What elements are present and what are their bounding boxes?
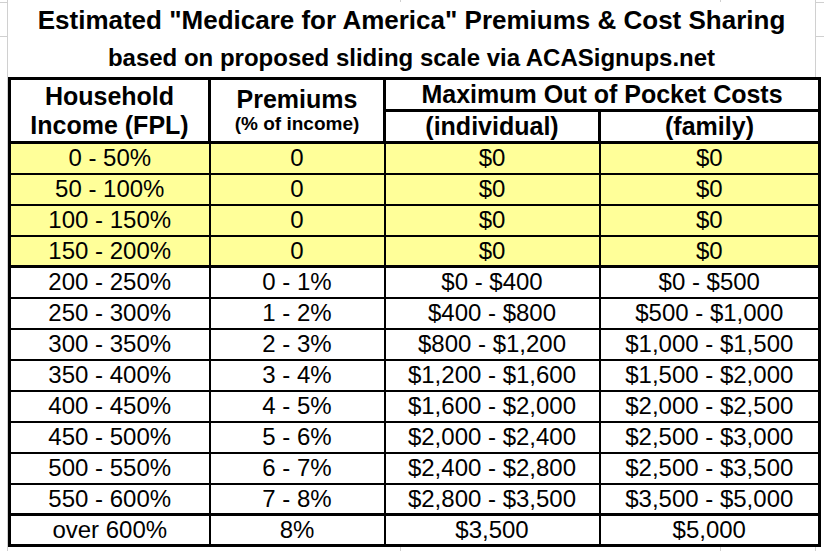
cell-oop-individual: $0 <box>385 174 600 205</box>
table-row: 550 - 600%7 - 8%$2,800 - $3,500$3,500 - … <box>10 484 820 515</box>
cell-oop-individual: $800 - $1,200 <box>385 329 600 360</box>
cell-premiums: 2 - 3% <box>210 329 385 360</box>
header-max-out-of-pocket: Maximum Out of Pocket Costs <box>385 79 820 111</box>
cell-premiums: 0 <box>210 143 385 174</box>
cell-oop-individual: $3,500 <box>385 515 600 546</box>
cell-income: 100 - 150% <box>10 205 210 236</box>
premiums-cost-sharing-table: Household Income (FPL) Premiums (% of in… <box>8 77 821 547</box>
cell-oop-family: $2,500 - $3,000 <box>600 422 820 453</box>
header-premiums-label: Premiums <box>211 86 383 114</box>
cell-income: 250 - 300% <box>10 298 210 329</box>
cell-income: 150 - 200% <box>10 236 210 267</box>
cell-income: 50 - 100% <box>10 174 210 205</box>
spreadsheet-screenshot: Estimated "Medicare for America" Premium… <box>0 0 824 551</box>
cell-income: 300 - 350% <box>10 329 210 360</box>
table-row: 500 - 550%6 - 7%$2,400 - $2,800$2,500 - … <box>10 453 820 484</box>
cell-premiums: 6 - 7% <box>210 453 385 484</box>
cell-premiums: 0 - 1% <box>210 267 385 298</box>
cell-oop-family: $3,500 - $5,000 <box>600 484 820 515</box>
cell-premiums: 1 - 2% <box>210 298 385 329</box>
table-row: 200 - 250%0 - 1%$0 - $400$0 - $500 <box>10 267 820 298</box>
table-title-block: Estimated "Medicare for America" Premium… <box>8 2 815 77</box>
cell-oop-individual: $0 <box>385 236 600 267</box>
cell-income: 400 - 450% <box>10 391 210 422</box>
cell-premiums: 0 <box>210 205 385 236</box>
cell-premiums: 7 - 8% <box>210 484 385 515</box>
cell-premiums: 3 - 4% <box>210 360 385 391</box>
cell-oop-individual: $2,400 - $2,800 <box>385 453 600 484</box>
cell-oop-individual: $0 <box>385 205 600 236</box>
header-oop-individual: (individual) <box>385 111 600 143</box>
header-household-income-line1: Household <box>11 82 208 111</box>
cell-premiums: 5 - 6% <box>210 422 385 453</box>
cell-oop-family: $0 <box>600 236 820 267</box>
table-row: 0 - 50%0$0$0 <box>10 143 820 174</box>
cell-premiums: 8% <box>210 515 385 546</box>
cell-oop-family: $0 <box>600 174 820 205</box>
cell-oop-family: $1,500 - $2,000 <box>600 360 820 391</box>
table-body: 0 - 50%0$0$050 - 100%0$0$0100 - 150%0$0$… <box>10 143 820 546</box>
cell-income: 550 - 600% <box>10 484 210 515</box>
table-header: Household Income (FPL) Premiums (% of in… <box>10 79 820 143</box>
cell-oop-individual: $1,600 - $2,000 <box>385 391 600 422</box>
cell-premiums: 4 - 5% <box>210 391 385 422</box>
cell-income: 350 - 400% <box>10 360 210 391</box>
cell-oop-individual: $1,200 - $1,600 <box>385 360 600 391</box>
table-row: 400 - 450%4 - 5%$1,600 - $2,000$2,000 - … <box>10 391 820 422</box>
header-premiums: Premiums (% of income) <box>210 79 385 143</box>
cell-oop-individual: $0 <box>385 143 600 174</box>
cell-oop-family: $0 - $500 <box>600 267 820 298</box>
table-subtitle: based on proposed sliding scale via ACAS… <box>8 40 815 78</box>
table-row: 300 - 350%2 - 3%$800 - $1,200$1,000 - $1… <box>10 329 820 360</box>
cell-oop-family: $2,000 - $2,500 <box>600 391 820 422</box>
cell-oop-family: $0 <box>600 205 820 236</box>
table-row: 100 - 150%0$0$0 <box>10 205 820 236</box>
cell-oop-individual: $2,800 - $3,500 <box>385 484 600 515</box>
cell-oop-individual: $2,000 - $2,400 <box>385 422 600 453</box>
header-oop-family: (family) <box>600 111 820 143</box>
cell-oop-family: $5,000 <box>600 515 820 546</box>
header-household-income-line2: Income (FPL) <box>11 111 208 140</box>
cell-premiums: 0 <box>210 174 385 205</box>
header-household-income: Household Income (FPL) <box>10 79 210 143</box>
cell-oop-family: $500 - $1,000 <box>600 298 820 329</box>
cell-oop-family: $2,500 - $3,500 <box>600 453 820 484</box>
cell-income: over 600% <box>10 515 210 546</box>
cell-oop-individual: $400 - $800 <box>385 298 600 329</box>
table-row: over 600%8%$3,500$5,000 <box>10 515 820 546</box>
table-row: 250 - 300%1 - 2%$400 - $800$500 - $1,000 <box>10 298 820 329</box>
table-row: 350 - 400%3 - 4%$1,200 - $1,600$1,500 - … <box>10 360 820 391</box>
cell-premiums: 0 <box>210 236 385 267</box>
cell-income: 0 - 50% <box>10 143 210 174</box>
table-row: 150 - 200%0$0$0 <box>10 236 820 267</box>
cell-oop-family: $0 <box>600 143 820 174</box>
cell-income: 200 - 250% <box>10 267 210 298</box>
table-row: 50 - 100%0$0$0 <box>10 174 820 205</box>
cell-oop-family: $1,000 - $1,500 <box>600 329 820 360</box>
table-row: 450 - 500%5 - 6%$2,000 - $2,400$2,500 - … <box>10 422 820 453</box>
cell-oop-individual: $0 - $400 <box>385 267 600 298</box>
header-premiums-sublabel: (% of income) <box>211 114 383 135</box>
cell-income: 450 - 500% <box>10 422 210 453</box>
cell-income: 500 - 550% <box>10 453 210 484</box>
table-title: Estimated "Medicare for America" Premium… <box>8 2 815 40</box>
